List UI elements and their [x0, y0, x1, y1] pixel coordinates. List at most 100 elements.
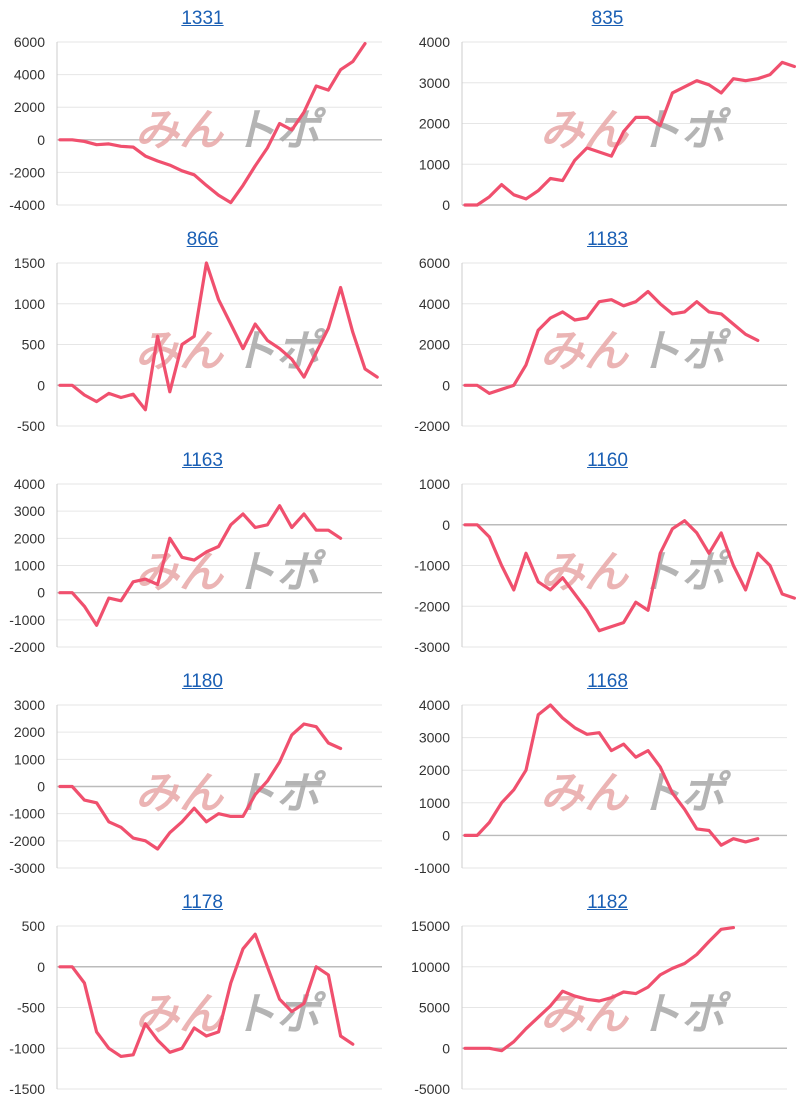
- chart-title-link[interactable]: 1178: [182, 892, 223, 913]
- y-tick-label: 1000: [419, 476, 450, 492]
- chart-panel: 15000 10000 5000 0 -5000 みん トポ 1182: [405, 884, 810, 1105]
- y-tick-label: 10000: [411, 959, 450, 975]
- y-tick-label: 1000: [14, 296, 45, 312]
- y-tick-label: -1500: [9, 1081, 45, 1097]
- watermark-part-2: トポ: [232, 326, 327, 377]
- y-tick-label: 5000: [419, 1000, 450, 1016]
- chart-title-link[interactable]: 1182: [587, 892, 628, 913]
- line-chart: 6000 4000 2000 0 -2000 -4000 みん トポ: [9, 34, 382, 213]
- watermark-part-1: みん: [135, 768, 225, 819]
- y-tick-label: 1000: [14, 558, 45, 574]
- y-tick-label: 0: [442, 827, 450, 843]
- y-tick-label: -1000: [9, 806, 45, 822]
- y-tick-label: 0: [442, 197, 450, 213]
- chart-panel: 6000 4000 2000 0 -2000 みん トポ 1183: [405, 221, 810, 442]
- watermark-part-1: みん: [135, 105, 225, 156]
- watermark-part-1: みん: [540, 768, 630, 819]
- data-series-line: [58, 41, 367, 205]
- y-tick-label: 500: [22, 337, 46, 353]
- y-tick-label: 0: [37, 585, 45, 601]
- watermark-part-1: みん: [135, 989, 225, 1040]
- y-tick-label: 0: [37, 377, 45, 393]
- y-tick-label: -3000: [9, 860, 45, 876]
- watermark-logo: みん トポ: [135, 768, 327, 819]
- chart-panel: 4000 3000 2000 1000 0 みん トポ 835: [405, 0, 810, 221]
- chart-panel: 3000 2000 1000 0 -1000 -2000 -3000 みん トポ 1180: [0, 663, 405, 884]
- chart-panel: 4000 3000 2000 1000 0 -1000 みん トポ 1168: [405, 663, 810, 884]
- y-tick-label: 6000: [14, 34, 45, 50]
- y-tick-label: 3000: [14, 697, 45, 713]
- chart-title-link[interactable]: 1183: [587, 229, 628, 250]
- data-series-line: [58, 261, 379, 412]
- y-tick-label: 0: [37, 959, 45, 975]
- chart-title-link[interactable]: 1163: [182, 450, 223, 471]
- data-series-line: [463, 703, 760, 847]
- y-tick-label: 4000: [419, 296, 450, 312]
- y-tick-label: 2000: [14, 724, 45, 740]
- y-tick-label: 3000: [419, 730, 450, 746]
- line-chart: 4000 3000 2000 1000 0 -1000 -2000 みん トポ: [9, 476, 382, 655]
- watermark-part-2: トポ: [637, 326, 732, 377]
- y-tick-label: 0: [37, 779, 45, 795]
- y-tick-label: -500: [17, 1000, 45, 1016]
- chart-title-link[interactable]: 1168: [587, 671, 628, 692]
- y-tick-label: -500: [17, 418, 45, 434]
- y-tick-label: 2000: [419, 337, 450, 353]
- chart-title-link[interactable]: 835: [591, 8, 624, 29]
- y-tick-label: 0: [37, 132, 45, 148]
- y-tick-label: -3000: [414, 639, 450, 655]
- watermark-logo: みん トポ: [540, 547, 732, 598]
- watermark-logo: みん トポ: [540, 326, 732, 377]
- chart-title-link[interactable]: 866: [186, 229, 219, 250]
- chart-panel: 1000 0 -1000 -2000 -3000 みん トポ 1160: [405, 442, 810, 663]
- y-tick-label: 2000: [14, 530, 45, 546]
- data-series-line: [58, 504, 343, 627]
- y-tick-label: 4000: [419, 34, 450, 50]
- watermark-part-2: トポ: [637, 105, 732, 156]
- y-tick-label: 4000: [419, 697, 450, 713]
- y-tick-label: 6000: [419, 255, 450, 271]
- watermark-logo: みん トポ: [135, 105, 327, 156]
- data-series-line: [58, 722, 343, 851]
- y-tick-label: -2000: [9, 164, 45, 180]
- y-tick-label: 2000: [419, 762, 450, 778]
- watermark-logo: みん トポ: [540, 989, 732, 1040]
- y-tick-label: -1000: [414, 860, 450, 876]
- watermark-logo: みん トポ: [135, 547, 327, 598]
- data-series-line: [463, 925, 735, 1053]
- y-tick-label: 500: [22, 918, 46, 934]
- watermark-part-2: トポ: [232, 105, 327, 156]
- chart-title-link[interactable]: 1331: [181, 8, 224, 29]
- y-tick-label: 3000: [419, 75, 450, 91]
- line-chart: 4000 3000 2000 1000 0 みん トポ: [419, 34, 796, 213]
- y-tick-label: -2000: [9, 639, 45, 655]
- line-chart: 15000 10000 5000 0 -5000 みん トポ: [411, 918, 787, 1097]
- y-tick-label: 0: [442, 377, 450, 393]
- chart-title-link[interactable]: 1180: [182, 671, 223, 692]
- watermark-part-1: みん: [540, 547, 630, 598]
- y-tick-label: 0: [442, 1040, 450, 1056]
- y-tick-label: 1000: [14, 751, 45, 767]
- chart-panel: 500 0 -500 -1000 -1500 みん トポ 1178: [0, 884, 405, 1105]
- y-tick-label: -4000: [9, 197, 45, 213]
- chart-panel: 1500 1000 500 0 -500 みん トポ 866: [0, 221, 405, 442]
- data-series-line: [463, 289, 760, 395]
- y-tick-label: -2000: [414, 418, 450, 434]
- line-chart: 6000 4000 2000 0 -2000 みん トポ: [414, 255, 787, 434]
- y-tick-label: 3000: [14, 503, 45, 519]
- chart-title-link[interactable]: 1160: [587, 450, 628, 471]
- y-tick-label: -1000: [9, 612, 45, 628]
- y-tick-label: -5000: [414, 1081, 450, 1097]
- y-tick-label: -2000: [414, 598, 450, 614]
- data-series-line: [463, 519, 796, 633]
- data-series-line: [463, 60, 796, 207]
- y-tick-label: 1000: [419, 795, 450, 811]
- y-tick-label: 15000: [411, 918, 450, 934]
- line-chart: 4000 3000 2000 1000 0 -1000 みん トポ: [414, 697, 787, 876]
- y-tick-label: -1000: [9, 1040, 45, 1056]
- y-tick-label: 4000: [14, 476, 45, 492]
- y-tick-label: 1500: [14, 255, 45, 271]
- chart-panel: 6000 4000 2000 0 -2000 -4000 みん トポ 1331: [0, 0, 405, 221]
- watermark-part-2: トポ: [637, 989, 732, 1040]
